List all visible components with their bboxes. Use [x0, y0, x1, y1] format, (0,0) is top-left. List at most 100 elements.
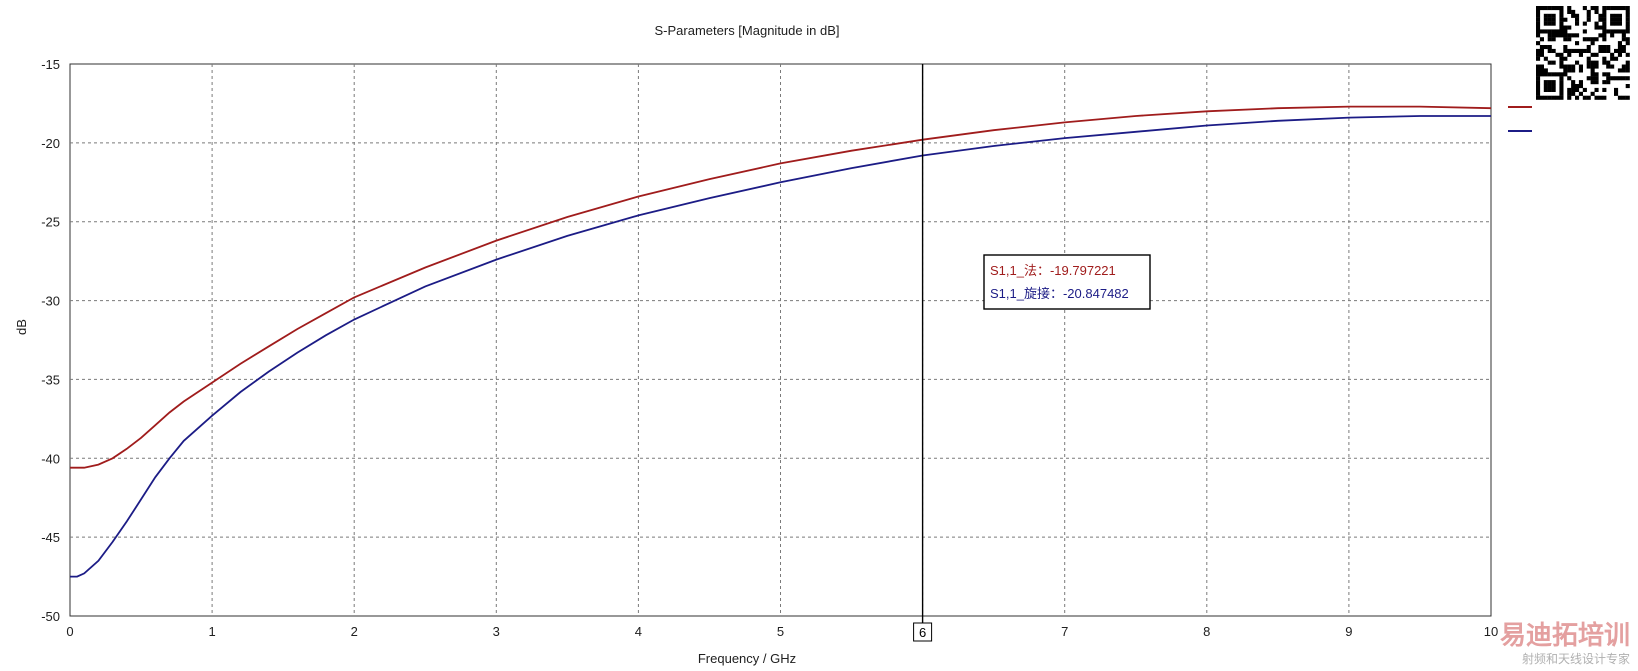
qr-module — [1575, 84, 1580, 89]
qr-module — [1563, 29, 1568, 34]
qr-module — [1555, 52, 1560, 57]
series-layer — [70, 105, 1492, 578]
qr-module — [1594, 87, 1599, 92]
qr-module — [1582, 37, 1587, 42]
qr-module — [1598, 25, 1603, 30]
qr-module — [1575, 95, 1580, 100]
x-tick-label: 9 — [1345, 624, 1352, 639]
qr-module — [1598, 13, 1603, 18]
qr-module — [1547, 87, 1552, 92]
legend — [1508, 106, 1532, 132]
qr-module — [1567, 6, 1572, 11]
qr-module — [1614, 56, 1619, 61]
qr-module — [1598, 48, 1603, 53]
qr-module — [1602, 56, 1607, 61]
frequency-marker-box[interactable] — [913, 622, 933, 642]
qr-module — [1539, 52, 1544, 57]
qr-module — [1559, 91, 1564, 96]
qr-module — [1559, 76, 1564, 81]
qr-module — [1536, 9, 1541, 14]
qr-module — [1555, 29, 1560, 34]
qr-module — [1567, 9, 1572, 14]
qr-module — [1543, 45, 1548, 50]
qr-module — [1539, 64, 1544, 69]
qr-module — [1539, 72, 1544, 77]
qr-module — [1582, 29, 1587, 34]
qr-module — [1547, 13, 1552, 18]
qr-module — [1559, 80, 1564, 85]
qr-module — [1602, 48, 1607, 53]
qr-module — [1606, 72, 1611, 77]
x-tick-label: 10 — [1484, 624, 1498, 639]
qr-module — [1610, 21, 1615, 26]
qr-module — [1559, 56, 1564, 61]
marker-readout: S1,1_法：-19.797221 S1,1_旋接：-20.847482 — [983, 254, 1151, 310]
qr-module — [1625, 25, 1630, 30]
qr-module — [1602, 45, 1607, 50]
qr-module — [1625, 84, 1630, 89]
qr-module — [1590, 64, 1595, 69]
qr-module — [1621, 37, 1626, 42]
qr-module — [1602, 6, 1607, 11]
qr-module — [1571, 33, 1576, 38]
qr-module — [1567, 52, 1572, 57]
qr-module — [1625, 37, 1630, 42]
qr-module — [1594, 72, 1599, 77]
qr-module — [1610, 6, 1615, 11]
qr-module — [1536, 6, 1541, 11]
qr-module — [1590, 76, 1595, 81]
qr-module — [1594, 95, 1599, 100]
qr-module — [1575, 41, 1580, 46]
qr-module — [1610, 56, 1615, 61]
axis-ticks: 0 1 2 3 4 5 7 8 9 10 -15 -20 -25 -30 -35 -40 -45 -50 — [41, 57, 1498, 639]
qr-module — [1582, 95, 1587, 100]
qr-module — [1602, 25, 1607, 30]
qr-module — [1598, 95, 1603, 100]
qr-module — [1563, 33, 1568, 38]
qr-module — [1606, 80, 1611, 85]
readout-line-blue: S1,1_旋接：-20.847482 — [990, 286, 1129, 301]
series-line-red — [70, 105, 1492, 469]
qr-module — [1563, 64, 1568, 69]
qr-module — [1536, 41, 1541, 46]
qr-module — [1586, 13, 1591, 18]
qr-module — [1567, 25, 1572, 30]
readout-line-red: S1,1_法：-19.797221 — [990, 263, 1116, 278]
qr-module — [1621, 45, 1626, 50]
qr-module — [1606, 76, 1611, 81]
qr-module — [1614, 91, 1619, 96]
x-tick-label: 4 — [635, 624, 642, 639]
qr-module — [1625, 76, 1630, 81]
watermark-sub-text: 射频和天线设计专家 — [1522, 651, 1630, 666]
qr-module — [1543, 56, 1548, 61]
qr-module — [1590, 68, 1595, 73]
qr-module — [1559, 52, 1564, 57]
qr-module — [1602, 60, 1607, 65]
qr-module — [1567, 95, 1572, 100]
qr-module — [1617, 95, 1622, 100]
qr-module — [1575, 48, 1580, 53]
qr-module — [1610, 76, 1615, 81]
qr-module — [1539, 95, 1544, 100]
qr-module — [1614, 29, 1619, 34]
qr-module — [1571, 87, 1576, 92]
qr-module — [1559, 87, 1564, 92]
qr-module — [1590, 37, 1595, 42]
qr-module — [1625, 29, 1630, 34]
qr-module — [1567, 87, 1572, 92]
qr-module — [1594, 9, 1599, 14]
qr-module — [1614, 21, 1619, 26]
qr-module — [1551, 60, 1556, 65]
qr-module — [1594, 64, 1599, 69]
qr-module — [1547, 33, 1552, 38]
qr-module — [1625, 52, 1630, 57]
qr-module — [1547, 29, 1552, 34]
qr-module — [1586, 45, 1591, 50]
qr-module — [1551, 72, 1556, 77]
qr-module — [1567, 37, 1572, 42]
x-axis-label: Frequency / GHz — [698, 651, 796, 666]
qr-module — [1582, 48, 1587, 53]
qr-module — [1575, 87, 1580, 92]
qr-module — [1621, 29, 1626, 34]
